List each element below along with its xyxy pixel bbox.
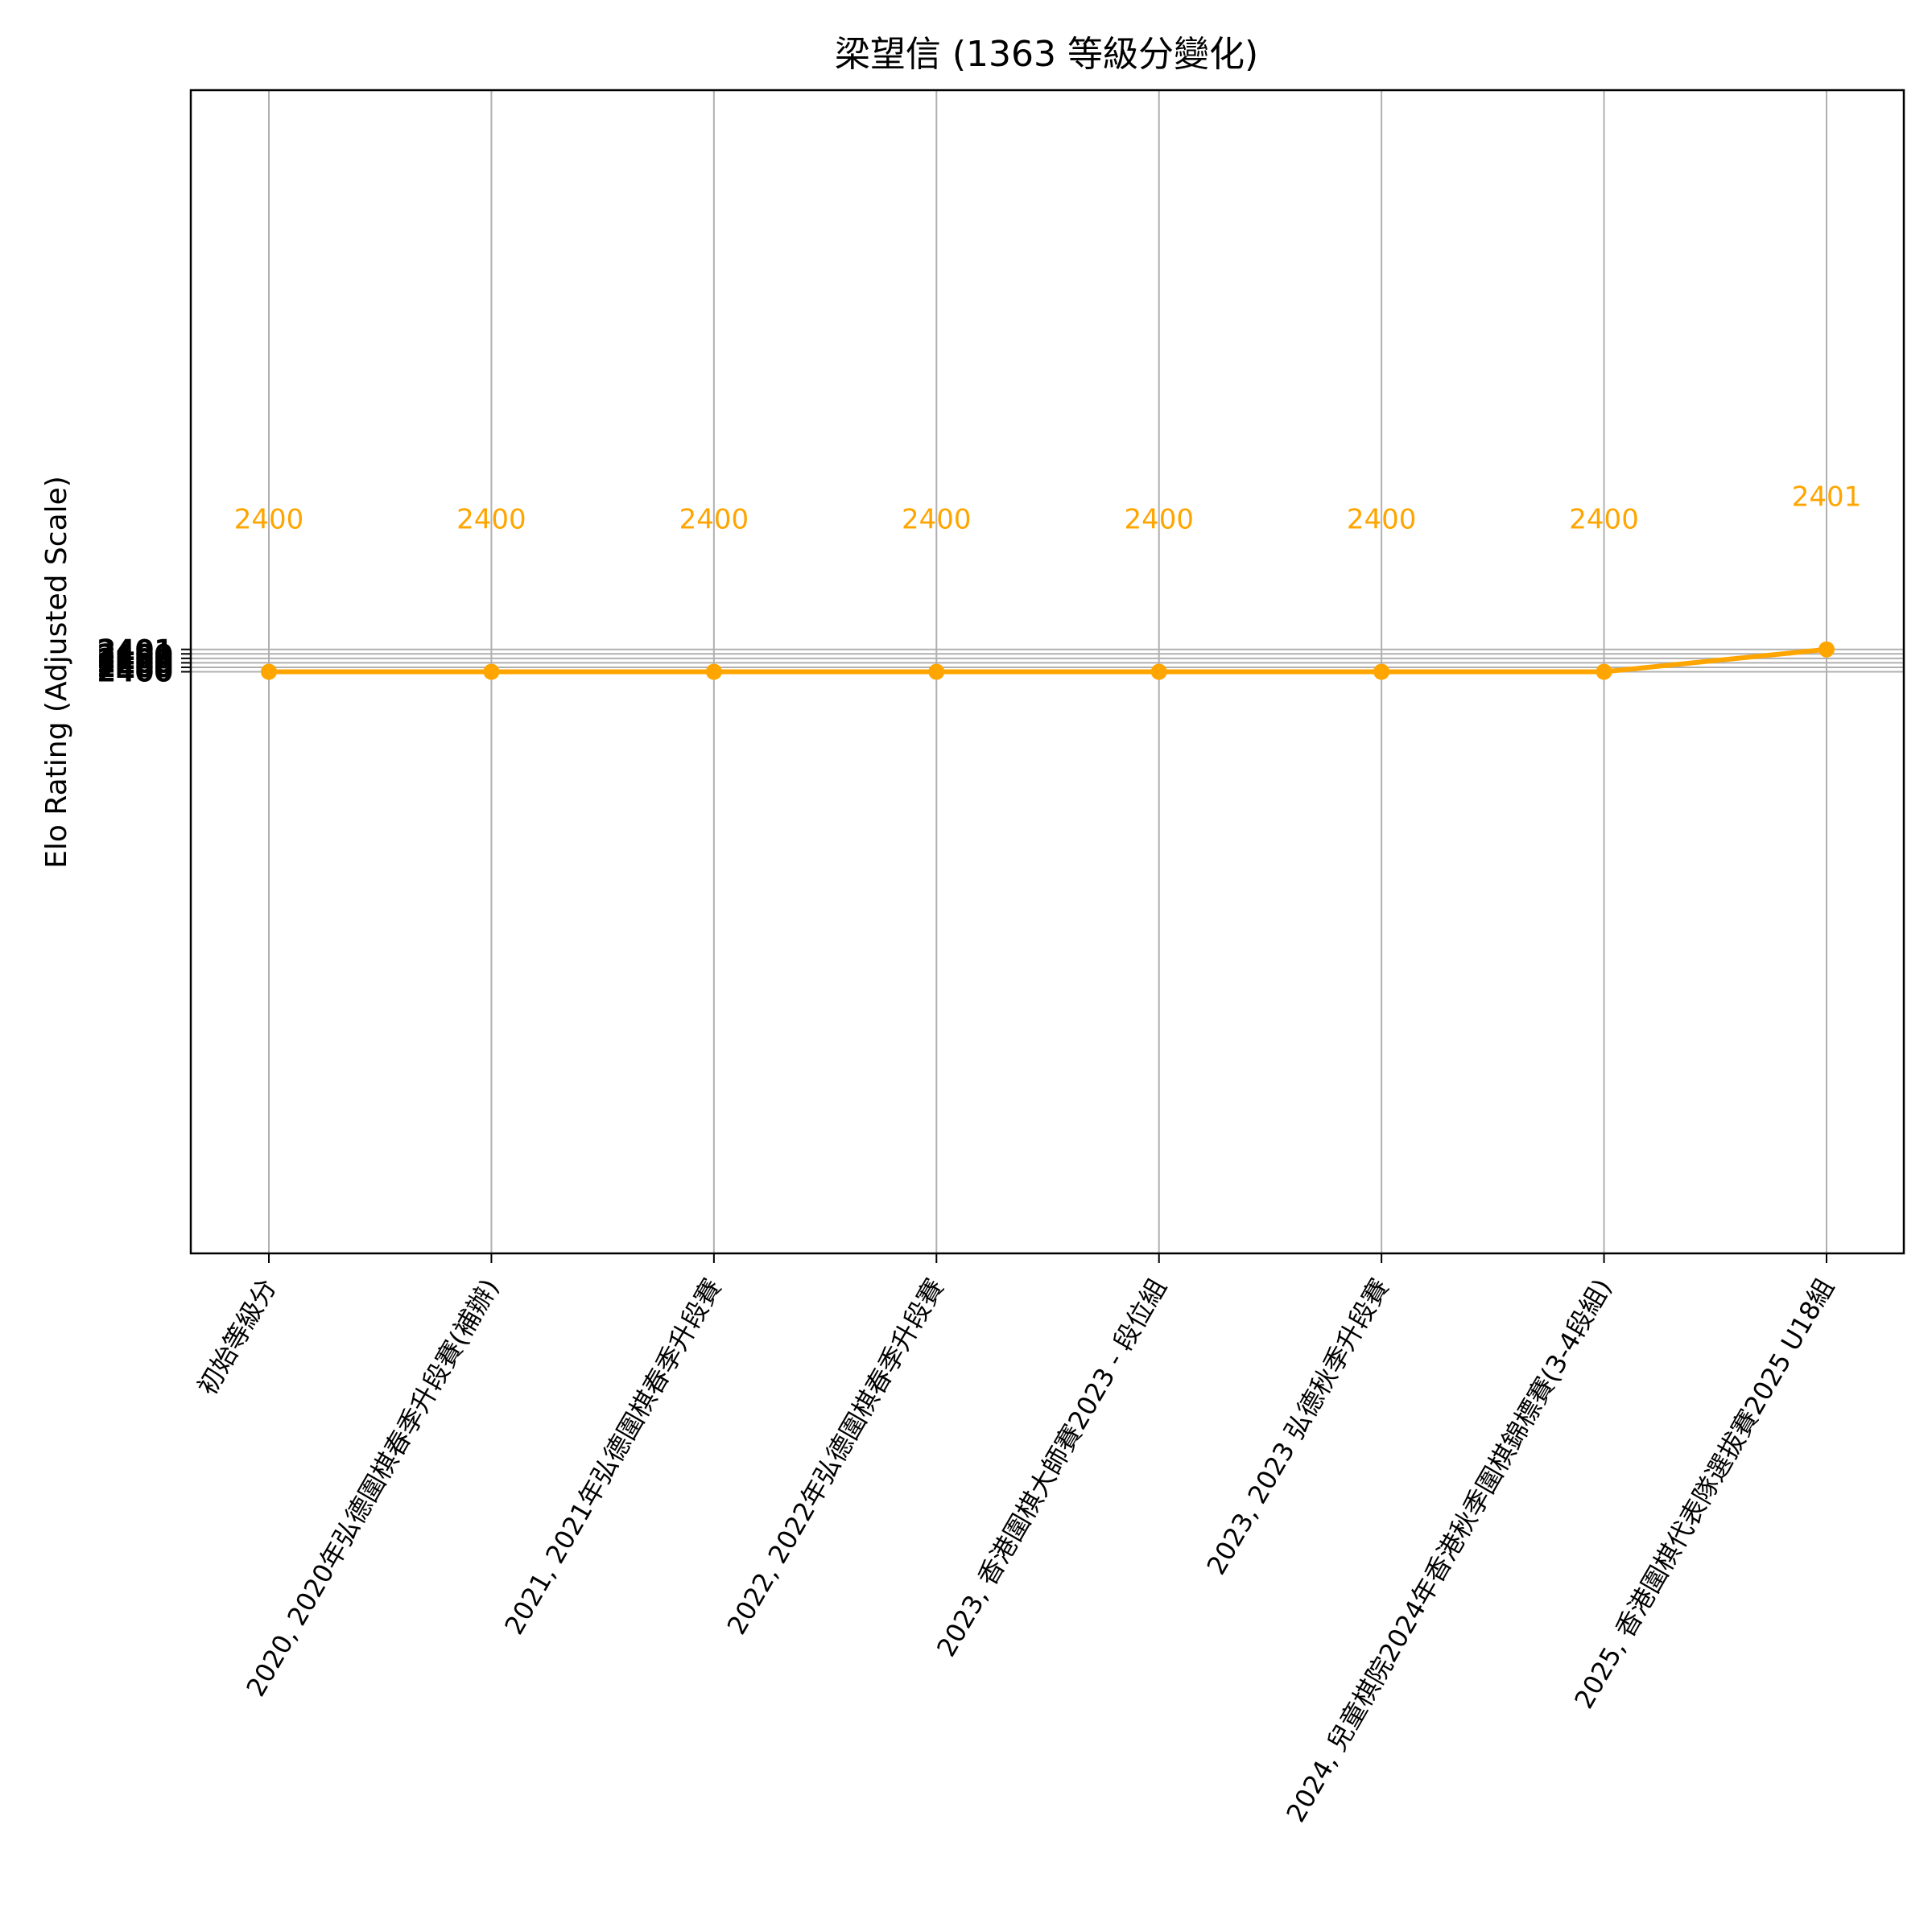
x-tick-label: 初始等級分 [192, 1274, 283, 1401]
data-point [483, 663, 500, 680]
series-elo [261, 641, 1835, 680]
chart-title: 梁望信 (1363 等級分變化) [835, 34, 1258, 75]
data-point [928, 663, 945, 680]
data-point [705, 663, 722, 680]
y-tick-label: 2400 [97, 638, 173, 671]
x-tick-label: 2023, 2023 弘德秋季升段賽 [1200, 1274, 1395, 1579]
data-point [1818, 641, 1835, 658]
y-tick-label: 2401 [97, 634, 173, 667]
data-point [1596, 663, 1612, 680]
x-tick-label: 2025, 香港圍棋代表隊選拔賽2025 U18組 [1568, 1274, 1840, 1714]
data-point [261, 663, 277, 680]
plot-area-frame [189, 89, 1905, 1255]
y-tick-label: 2400 [97, 643, 173, 675]
data-label: 2400 [234, 504, 304, 536]
x-tick-label: 2022, 2022年弘德圍棋春季升段賽 [721, 1274, 951, 1640]
data-label: 2400 [456, 504, 526, 536]
series-line [269, 646, 1827, 675]
data-label: 2401 [1792, 481, 1862, 514]
y-tick-label: 2400 [97, 647, 173, 679]
data-label: 2400 [1124, 504, 1194, 536]
data-label: 2400 [679, 504, 749, 536]
y-tick-label: 2400 [97, 652, 173, 684]
data-point [1373, 663, 1390, 680]
x-tick-label: 2020, 2020年弘德圍棋春季升段賽(補辦) [240, 1274, 505, 1702]
y-axis-label: Elo Rating (Adjusted Scale) [40, 476, 73, 869]
y-tick-label: 2400 [97, 657, 173, 689]
x-tick-label: 2021, 2021年弘德圍棋春季升段賽 [498, 1274, 728, 1640]
data-label: 2400 [1347, 504, 1417, 536]
data-label: 2400 [902, 504, 972, 536]
data-point [1150, 663, 1167, 680]
x-tick-label: 2023, 香港圍棋大師賽2023 - 段位組 [931, 1274, 1172, 1662]
data-labels: 2400 2400 2400 2400 2400 2400 2400 2401 [234, 481, 1862, 536]
data-label: 2400 [1569, 504, 1639, 536]
